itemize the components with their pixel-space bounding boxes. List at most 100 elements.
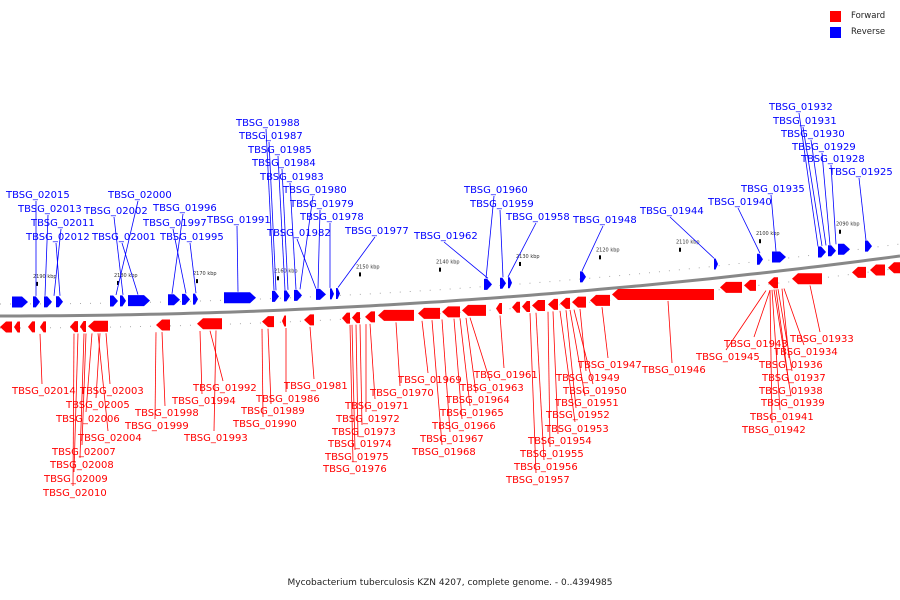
leader-line <box>737 207 761 254</box>
tick-label: 2150 kbp <box>356 264 380 270</box>
gene-label: TBSG_01987 <box>238 131 303 142</box>
gene-arrow <box>714 258 718 270</box>
leader-line <box>359 324 363 426</box>
gene-arrow <box>870 264 885 276</box>
leader-line <box>161 332 166 407</box>
gene-arrow <box>28 321 35 333</box>
leader-line <box>236 225 239 292</box>
gene-label: TBSG_01978 <box>299 212 364 223</box>
leader-line <box>773 289 792 397</box>
gene-arrow <box>14 321 20 333</box>
tick-label: 2170 kbp <box>193 271 217 277</box>
gene-label: TBSG_01996 <box>152 203 217 214</box>
tick-label: 2100 kbp <box>756 231 780 237</box>
leader-line <box>453 318 463 420</box>
gene-arrow <box>560 297 570 309</box>
gene-arrow <box>828 245 836 257</box>
gene-label: TBSG_01963 <box>459 383 524 394</box>
leader-line <box>79 333 85 459</box>
gene-label: TBSG_02006 <box>55 414 120 425</box>
leader-line <box>469 317 491 382</box>
gene-label: TBSG_01965 <box>439 408 504 419</box>
gene-label: TBSG_01934 <box>773 347 838 358</box>
gene-arrow <box>304 314 314 326</box>
gene-arrow <box>110 295 118 307</box>
upper-guide <box>0 243 900 305</box>
gene-arrow <box>316 288 326 300</box>
gene-label: TBSG_01985 <box>247 145 312 156</box>
gene-label: TBSG_01968 <box>411 447 476 458</box>
leader-line <box>443 241 489 279</box>
leader-line <box>441 319 451 433</box>
gene-label: TBSG_01969 <box>397 375 462 386</box>
leader-line <box>72 333 75 487</box>
gene-arrow <box>522 301 530 313</box>
leader-line <box>113 216 124 295</box>
leader-line <box>268 141 277 291</box>
genome-backbone <box>0 254 900 318</box>
tick-label: 2090 kbp <box>836 222 860 228</box>
gene-label: TBSG_01997 <box>142 218 207 229</box>
leader-line <box>277 155 286 291</box>
leader-line <box>172 228 187 294</box>
gene-label: TBSG_01990 <box>232 419 297 430</box>
gene-arrow <box>852 266 866 278</box>
leader-line <box>73 333 79 473</box>
legend-item-forward: Forward <box>830 8 900 24</box>
gene-label: TBSG_02010 <box>42 488 107 499</box>
gene-label: TBSG_01983 <box>259 172 324 183</box>
gene-label: TBSG_02008 <box>49 460 114 471</box>
gene-label: TBSG_01949 <box>555 373 620 384</box>
gene-arrow <box>612 288 714 300</box>
gene-label: TBSG_01971 <box>344 401 409 412</box>
reverse-swatch-icon <box>830 26 841 38</box>
gene-label: TBSG_01960 <box>463 185 528 196</box>
leader-line <box>296 238 317 289</box>
gene-arrow <box>336 288 340 300</box>
gene-arrow <box>378 309 414 321</box>
leader-line <box>189 242 197 294</box>
gene-arrow <box>168 294 180 306</box>
leader-line <box>465 317 477 394</box>
leader-line <box>289 182 297 290</box>
gene-label: TBSG_01973 <box>331 427 396 438</box>
gene-label: TBSG_01955 <box>519 449 584 460</box>
gene-label: TBSG_02013 <box>17 204 82 215</box>
leader-line <box>265 128 275 291</box>
gene-label: TBSG_01947 <box>577 360 642 371</box>
leader-line <box>369 323 376 400</box>
gene-label: TBSG_01939 <box>760 398 825 409</box>
leader-line <box>85 333 93 413</box>
gene-label: TBSG_01972 <box>335 414 400 425</box>
gene-arrow <box>865 240 872 252</box>
gene-arrow <box>193 293 198 305</box>
gene-arrow <box>365 311 375 323</box>
leader-line <box>753 289 771 338</box>
leader-line <box>349 324 354 463</box>
gene-label: TBSG_01976 <box>322 464 387 475</box>
gene-label: TBSG_01961 <box>473 370 538 381</box>
leader-line <box>499 315 505 369</box>
legend-item-reverse: Reverse <box>830 24 900 40</box>
leader-line <box>281 168 289 290</box>
gene-label: TBSG_01984 <box>251 158 316 169</box>
gene-label: TBSG_02002 <box>83 206 148 217</box>
gene-label: TBSG_01974 <box>327 439 392 450</box>
gene-label: TBSG_01970 <box>369 388 434 399</box>
leader-line <box>579 309 587 372</box>
gene-arrow <box>284 290 290 302</box>
gene-label: TBSG_01988 <box>235 118 300 129</box>
gene-label: TBSG_02003 <box>79 386 144 397</box>
gene-label: TBSG_01937 <box>761 373 826 384</box>
gene-label: TBSG_01994 <box>171 396 236 407</box>
leader-line <box>421 320 429 374</box>
gene-arrow <box>508 277 512 289</box>
leader-line <box>559 310 576 423</box>
legend-label-reverse: Reverse <box>851 27 886 37</box>
leader-line <box>770 194 777 252</box>
gene-label: TBSG_02007 <box>51 447 116 458</box>
gene-label: TBSG_01930 <box>780 129 845 140</box>
gene-arrow <box>548 298 558 310</box>
leader-line <box>771 289 781 411</box>
gene-arrow <box>888 262 900 274</box>
